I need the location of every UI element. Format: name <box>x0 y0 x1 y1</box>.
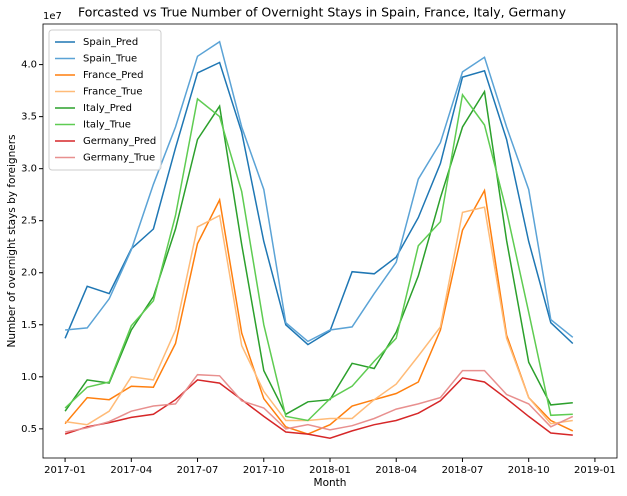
series-line <box>65 40 574 343</box>
x-tick-label: 2018-01 <box>309 465 351 476</box>
x-tick-label: 2017-04 <box>110 465 152 476</box>
series-line <box>64 188 574 435</box>
legend-box <box>48 29 162 171</box>
x-tick-label: 2017-10 <box>243 465 285 476</box>
x-tick-label: 2018-10 <box>508 465 550 476</box>
y-tick-label: 1.0 <box>21 372 37 383</box>
plot-frame <box>42 23 618 459</box>
legend-label: France_True <box>83 87 143 98</box>
x-tick-label: 2019-01 <box>574 465 616 476</box>
legend-label: Spain_Pred <box>83 37 138 48</box>
chart-title: Forcasted vs True Number of Overnight St… <box>78 5 567 20</box>
series-line <box>64 377 573 439</box>
x-axis-label: Month <box>314 477 347 489</box>
series-line <box>64 89 573 416</box>
series-line <box>64 61 574 346</box>
legend-label: Germany_True <box>83 153 155 164</box>
y-tick-label: 2.5 <box>21 216 37 227</box>
legend-label: Germany_Pred <box>83 136 156 147</box>
legend-label: France_Pred <box>83 70 144 81</box>
y-tick-label: 3.0 <box>21 164 37 175</box>
x-tick-label: 2018-07 <box>442 465 484 476</box>
y-offset-label: 1e7 <box>43 11 62 22</box>
y-tick-label: 1.5 <box>21 320 37 331</box>
y-tick-label: 4.0 <box>21 60 37 71</box>
series-line <box>64 206 573 426</box>
series-line <box>64 369 574 433</box>
legend-label: Spain_True <box>83 54 137 65</box>
x-tick-label: 2017-07 <box>177 465 219 476</box>
x-tick-label: 2018-04 <box>375 465 417 476</box>
series-line <box>64 92 573 422</box>
y-tick-label: 0.5 <box>21 424 37 435</box>
legend-label: Italy_True <box>83 120 131 131</box>
y-axis-label: Number of overnight stays by foreigners <box>6 135 18 348</box>
y-tick-label: 2.0 <box>21 268 37 279</box>
legend-label: Italy_Pred <box>83 103 132 114</box>
y-tick-label: 3.5 <box>21 112 37 123</box>
x-tick-label: 2017-01 <box>44 465 86 476</box>
